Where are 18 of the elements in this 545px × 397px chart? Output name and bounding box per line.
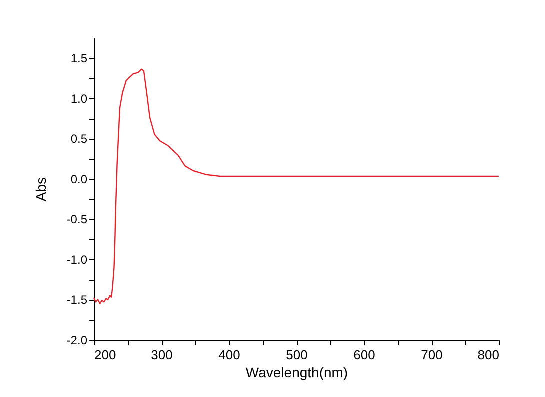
y-axis-title: Abs [32,177,49,202]
y-tick-label: -0.5 [66,212,88,227]
y-tick-label: -1.0 [66,252,88,267]
line-series [93,68,500,304]
y-tick-label: -1.5 [66,293,88,308]
x-tick-label: 300 [151,348,173,362]
x-tick-label: 400 [218,348,240,362]
x-tick-label: 200 [94,348,116,362]
y-tick-label: -2.0 [66,334,88,348]
y-tick-label: 0.5 [70,132,88,146]
y-tick-label: 1.5 [70,52,88,66]
x-tick-label: 800 [478,348,500,362]
x-axis-title: Wavelength(nm) [246,364,348,380]
x-tick-label: 700 [421,348,443,362]
x-tick-label: 500 [286,348,308,362]
x-tick-label: 600 [354,348,376,362]
y-tick-label: 0.0 [70,172,88,186]
y-tick-label: 1.0 [70,92,88,106]
